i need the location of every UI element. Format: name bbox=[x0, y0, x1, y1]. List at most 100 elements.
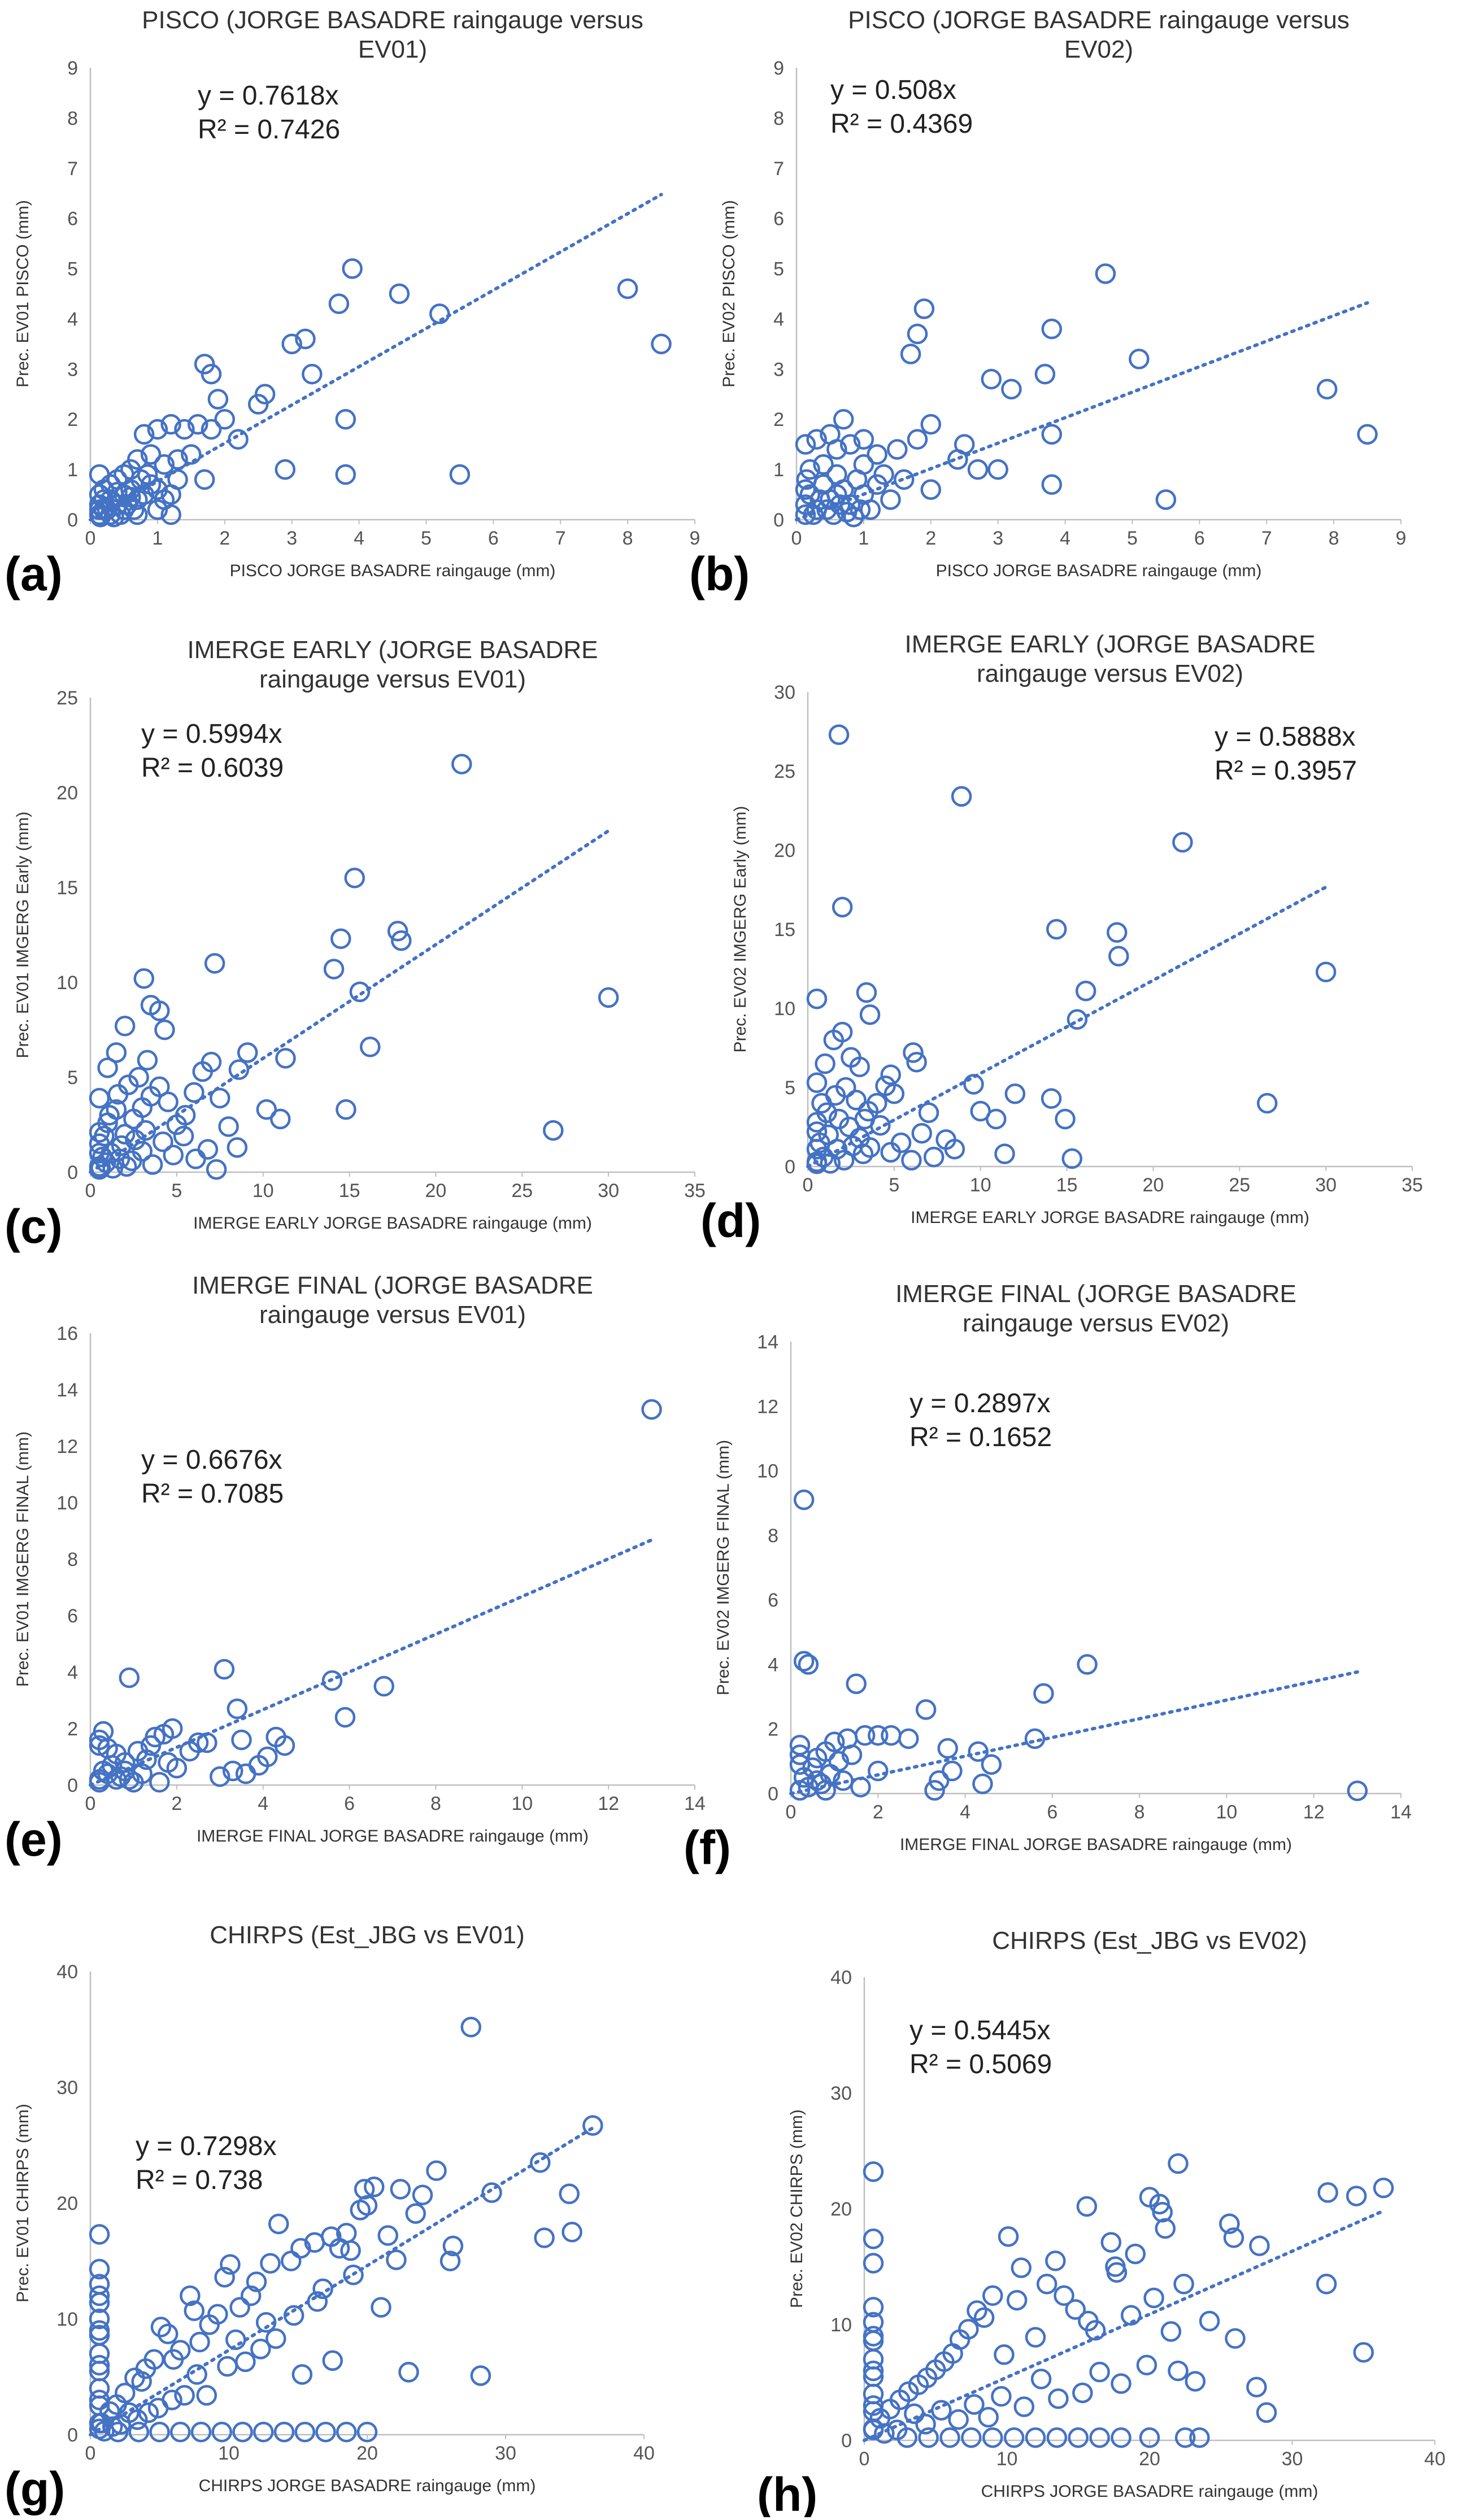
data-point bbox=[1106, 2262, 1128, 2283]
data-point bbox=[196, 2385, 217, 2406]
x-tick-label: 0 bbox=[85, 528, 96, 549]
trend-equation: y = 0.6676x bbox=[141, 1445, 282, 1475]
data-point bbox=[231, 1729, 252, 1751]
data-point bbox=[1160, 2321, 1182, 2342]
data-point bbox=[1185, 2371, 1206, 2392]
x-tick-label: 4 bbox=[258, 1793, 268, 1814]
data-point bbox=[290, 2238, 311, 2259]
y-tick-label: 8 bbox=[773, 108, 784, 129]
data-point bbox=[133, 424, 155, 445]
data-point bbox=[915, 2414, 936, 2435]
y-axis-label: Prec. EV01 IMGERG Early (mm) bbox=[14, 812, 32, 1059]
data-point bbox=[1033, 1683, 1054, 1704]
x-axis-label: CHIRPS JORGE BASADRE raingauge (mm) bbox=[199, 2477, 536, 2495]
x-tick-label: 14 bbox=[1390, 1801, 1412, 1823]
data-point bbox=[89, 1122, 110, 1143]
x-tick-label: 8 bbox=[430, 1793, 441, 1814]
trendline bbox=[795, 301, 1369, 521]
data-point bbox=[651, 333, 672, 355]
data-point bbox=[1046, 2427, 1068, 2448]
y-tick-label: 2 bbox=[67, 1718, 78, 1740]
data-point bbox=[918, 2427, 939, 2448]
y-tick-label: 0 bbox=[785, 1156, 795, 1178]
data-point bbox=[1089, 2427, 1110, 2448]
y-tick-label: 2 bbox=[773, 409, 784, 430]
y-tick-label: 30 bbox=[56, 2077, 78, 2099]
x-tick-label: 0 bbox=[85, 1180, 96, 1202]
data-point bbox=[138, 2402, 159, 2423]
y-tick-label: 0 bbox=[67, 1775, 78, 1796]
chart-title-line: IMERGE EARLY (JORGE BASADRE bbox=[905, 630, 1316, 658]
data-point bbox=[89, 1143, 110, 1164]
data-point bbox=[281, 333, 302, 355]
chart-title-line: raingauge versus EV01) bbox=[259, 1301, 526, 1329]
x-tick-label: 40 bbox=[1424, 2448, 1446, 2470]
data-point bbox=[846, 1673, 867, 1694]
trend-r-squared: R² = 0.4369 bbox=[830, 109, 973, 139]
data-point bbox=[147, 2397, 169, 2419]
data-point bbox=[184, 2300, 204, 2321]
data-point bbox=[994, 2344, 1015, 2365]
x-tick-label: 0 bbox=[786, 1801, 797, 1823]
data-point bbox=[846, 1090, 867, 1111]
data-point bbox=[201, 1051, 222, 1073]
data-point bbox=[793, 1767, 815, 1788]
y-tick-label: 5 bbox=[785, 1077, 795, 1099]
y-tick-label: 0 bbox=[773, 510, 784, 531]
data-point bbox=[1225, 2328, 1246, 2349]
data-point bbox=[859, 1004, 881, 1025]
data-point bbox=[963, 1074, 984, 1095]
data-point bbox=[823, 1029, 845, 1051]
y-tick-label: 15 bbox=[774, 919, 795, 941]
data-point bbox=[863, 2326, 884, 2347]
x-tick-label: 12 bbox=[1303, 1801, 1325, 1823]
data-point bbox=[180, 2285, 201, 2306]
data-point bbox=[137, 464, 158, 485]
data-point bbox=[1036, 2274, 1057, 2295]
data-point bbox=[184, 1082, 204, 1103]
data-point bbox=[270, 1108, 291, 1130]
data-point bbox=[167, 449, 188, 470]
data-point bbox=[120, 486, 141, 508]
x-tick-label: 3 bbox=[993, 528, 1003, 549]
data-point bbox=[826, 1138, 848, 1160]
data-point bbox=[868, 1725, 889, 1746]
data-point bbox=[893, 469, 915, 490]
data-point bbox=[967, 459, 989, 480]
data-point bbox=[835, 1077, 856, 1098]
data-point bbox=[247, 394, 269, 415]
y-tick-label: 6 bbox=[768, 1590, 778, 1611]
data-point bbox=[451, 754, 472, 774]
data-point bbox=[340, 2240, 361, 2261]
data-point bbox=[335, 464, 356, 485]
x-axis-label: CHIRPS JORGE BASADRE raingauge (mm) bbox=[981, 2482, 1318, 2501]
data-point bbox=[987, 459, 1008, 480]
data-point bbox=[1095, 263, 1116, 284]
x-tick-label: 0 bbox=[859, 2448, 870, 2470]
data-point bbox=[222, 1760, 243, 1782]
y-tick-label: 1 bbox=[773, 459, 784, 481]
data-point bbox=[906, 1051, 927, 1073]
x-axis-label: IMERGE FINAL JORGE BASADRE raingauge (mm… bbox=[197, 1827, 589, 1846]
trend-equation: y = 0.5888x bbox=[1215, 722, 1356, 752]
trend-equation: y = 0.508x bbox=[830, 75, 956, 105]
data-point bbox=[1065, 2299, 1086, 2320]
data-point bbox=[89, 2258, 110, 2280]
x-tick-label: 5 bbox=[1127, 528, 1138, 549]
y-tick-label: 12 bbox=[757, 1396, 778, 1417]
data-point bbox=[275, 1048, 296, 1069]
data-point bbox=[210, 1766, 230, 1787]
data-point bbox=[1100, 2232, 1122, 2253]
data-point bbox=[1256, 2402, 1277, 2423]
data-point bbox=[371, 2297, 391, 2318]
data-point bbox=[816, 1102, 837, 1124]
data-point bbox=[598, 987, 619, 1008]
y-tick-label: 7 bbox=[773, 158, 784, 180]
trend-r-squared: R² = 0.738 bbox=[136, 2165, 263, 2195]
x-tick-label: 0 bbox=[85, 1793, 96, 1814]
data-point bbox=[201, 363, 222, 385]
scatter-series bbox=[789, 1489, 1368, 1801]
data-point bbox=[237, 1042, 258, 1063]
x-tick-label: 6 bbox=[344, 1793, 355, 1814]
data-point bbox=[947, 449, 968, 470]
